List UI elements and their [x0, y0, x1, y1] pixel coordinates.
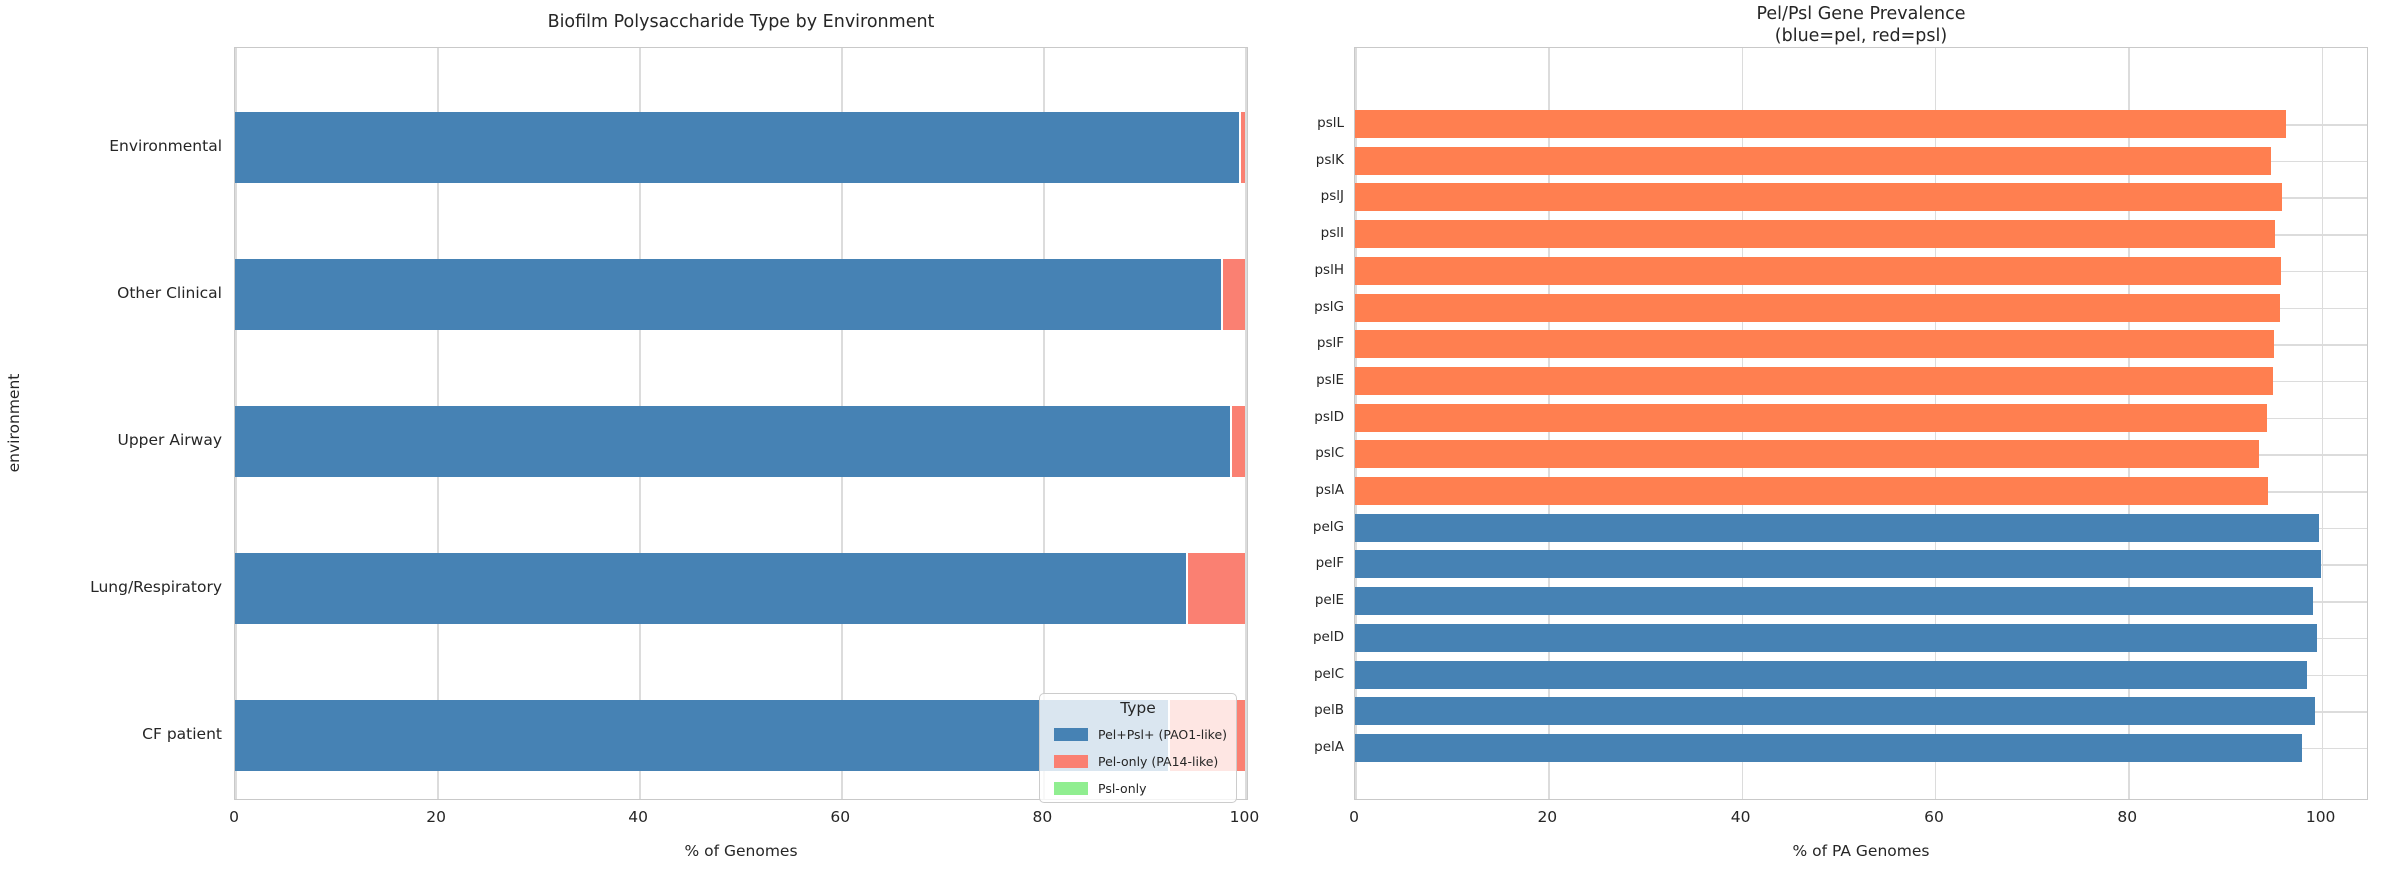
category-label: pslI: [1320, 225, 1344, 242]
legend-item: Pel-only (PA14-like): [1040, 748, 1236, 775]
category-label: pslL: [1317, 115, 1344, 131]
legend-item-label: Pel-only (PA14-like): [1098, 754, 1219, 769]
x-tick-label: 0: [1349, 808, 1359, 826]
legend-item-label: Psl-only: [1098, 781, 1147, 796]
bar: [1355, 513, 2319, 542]
gridline: [2321, 48, 2324, 799]
category-label: pelG: [1312, 518, 1344, 535]
left-chart-title: Biofilm Polysaccharide Type by Environme…: [547, 12, 935, 32]
bar: [1355, 623, 2317, 652]
x-tick-label: 0: [229, 808, 239, 826]
bar: [1355, 220, 2276, 249]
category-label: CF patient: [142, 724, 222, 743]
bar-segment: [235, 552, 1186, 624]
x-tick-label: 20: [426, 808, 446, 826]
bar: [1355, 256, 2282, 285]
x-tick-label: 80: [2117, 808, 2138, 826]
left-plot-area: [234, 47, 1248, 800]
category-label: pelD: [1312, 628, 1344, 645]
bar-segment: [1221, 258, 1246, 330]
bar-segment: [235, 258, 1222, 330]
category-label: pslF: [1316, 335, 1344, 352]
bar: [1355, 366, 2274, 395]
right-chart-title: Pel/Psl Gene Prevalence: [1756, 4, 1966, 24]
category-label: Upper Airway: [117, 430, 223, 449]
bar: [1355, 403, 2267, 432]
bar: [1355, 660, 2308, 689]
bar: [1355, 587, 2313, 616]
legend-item: Pel+Psl+ (PAO1-like): [1040, 721, 1236, 748]
bar-row: [235, 258, 1246, 330]
bar-row: [235, 699, 1246, 771]
category-label: pslK: [1315, 151, 1344, 168]
category-label: Lung/Respiratory: [90, 577, 222, 596]
bar-segment: [1230, 405, 1246, 477]
legend-swatch: [1054, 782, 1088, 795]
x-tick-label: 100: [2305, 808, 2336, 826]
right-plot-area: [1354, 47, 2368, 800]
category-label: pslD: [1314, 408, 1344, 425]
right-x-axis-label: % of PA Genomes: [1792, 842, 1930, 860]
bar: [1355, 330, 2275, 359]
x-tick-label: 40: [1730, 808, 1751, 826]
legend-item-label: Pel+Psl+ (PAO1-like): [1098, 727, 1228, 742]
category-label: pslA: [1315, 482, 1344, 498]
bar-segment: [235, 405, 1231, 477]
bar-row: [235, 405, 1246, 477]
category-label: pelA: [1314, 738, 1344, 755]
x-tick-label: 40: [628, 808, 649, 826]
category-label: pelF: [1315, 555, 1344, 572]
bar-segment: [235, 111, 1240, 183]
category-label: pelE: [1314, 592, 1344, 609]
bar: [1355, 550, 2321, 579]
x-tick-label: 20: [1537, 808, 1558, 826]
x-tick-label: 80: [1032, 808, 1053, 826]
legend-title: Type: [1120, 699, 1156, 717]
left-x-axis-label: % of Genomes: [684, 842, 798, 860]
bar-segment: [235, 699, 1168, 771]
category-label: pelB: [1314, 702, 1344, 719]
bar: [1355, 146, 2272, 175]
gridline: [1245, 48, 1247, 799]
category-label: Other Clinical: [117, 283, 222, 302]
bar: [1355, 293, 2281, 322]
bar: [1355, 733, 2303, 762]
bar: [1355, 697, 2315, 726]
right-chart-subtitle: (blue=pel, red=psl): [1774, 26, 1948, 46]
bar-segment: [1185, 552, 1246, 624]
category-label: Environmental: [109, 136, 222, 155]
bar: [1355, 110, 2286, 138]
legend: Type Pel+Psl+ (PAO1-like) Pel-only (PA14-…: [1039, 693, 1237, 803]
category-label: pslE: [1316, 371, 1344, 388]
category-label: pelC: [1313, 665, 1344, 682]
category-label: pslJ: [1320, 188, 1344, 205]
bar-row: [235, 552, 1246, 624]
bar-row: [235, 111, 1246, 183]
category-label: pslH: [1314, 261, 1344, 278]
legend-items: Pel+Psl+ (PAO1-like) Pel-only (PA14-like)…: [1040, 721, 1236, 802]
category-label: pslC: [1315, 445, 1344, 462]
bar-segment: [1239, 111, 1246, 183]
bar: [1355, 183, 2282, 212]
bar: [1355, 440, 2259, 469]
category-label: pslG: [1314, 298, 1344, 315]
legend-swatch: [1054, 755, 1088, 768]
legend-swatch: [1054, 728, 1088, 741]
x-tick-label: 60: [1924, 808, 1944, 826]
bar: [1355, 477, 2268, 505]
x-tick-label: 100: [1229, 808, 1260, 826]
x-tick-label: 60: [830, 808, 851, 826]
legend-item: Psl-only: [1040, 775, 1236, 802]
